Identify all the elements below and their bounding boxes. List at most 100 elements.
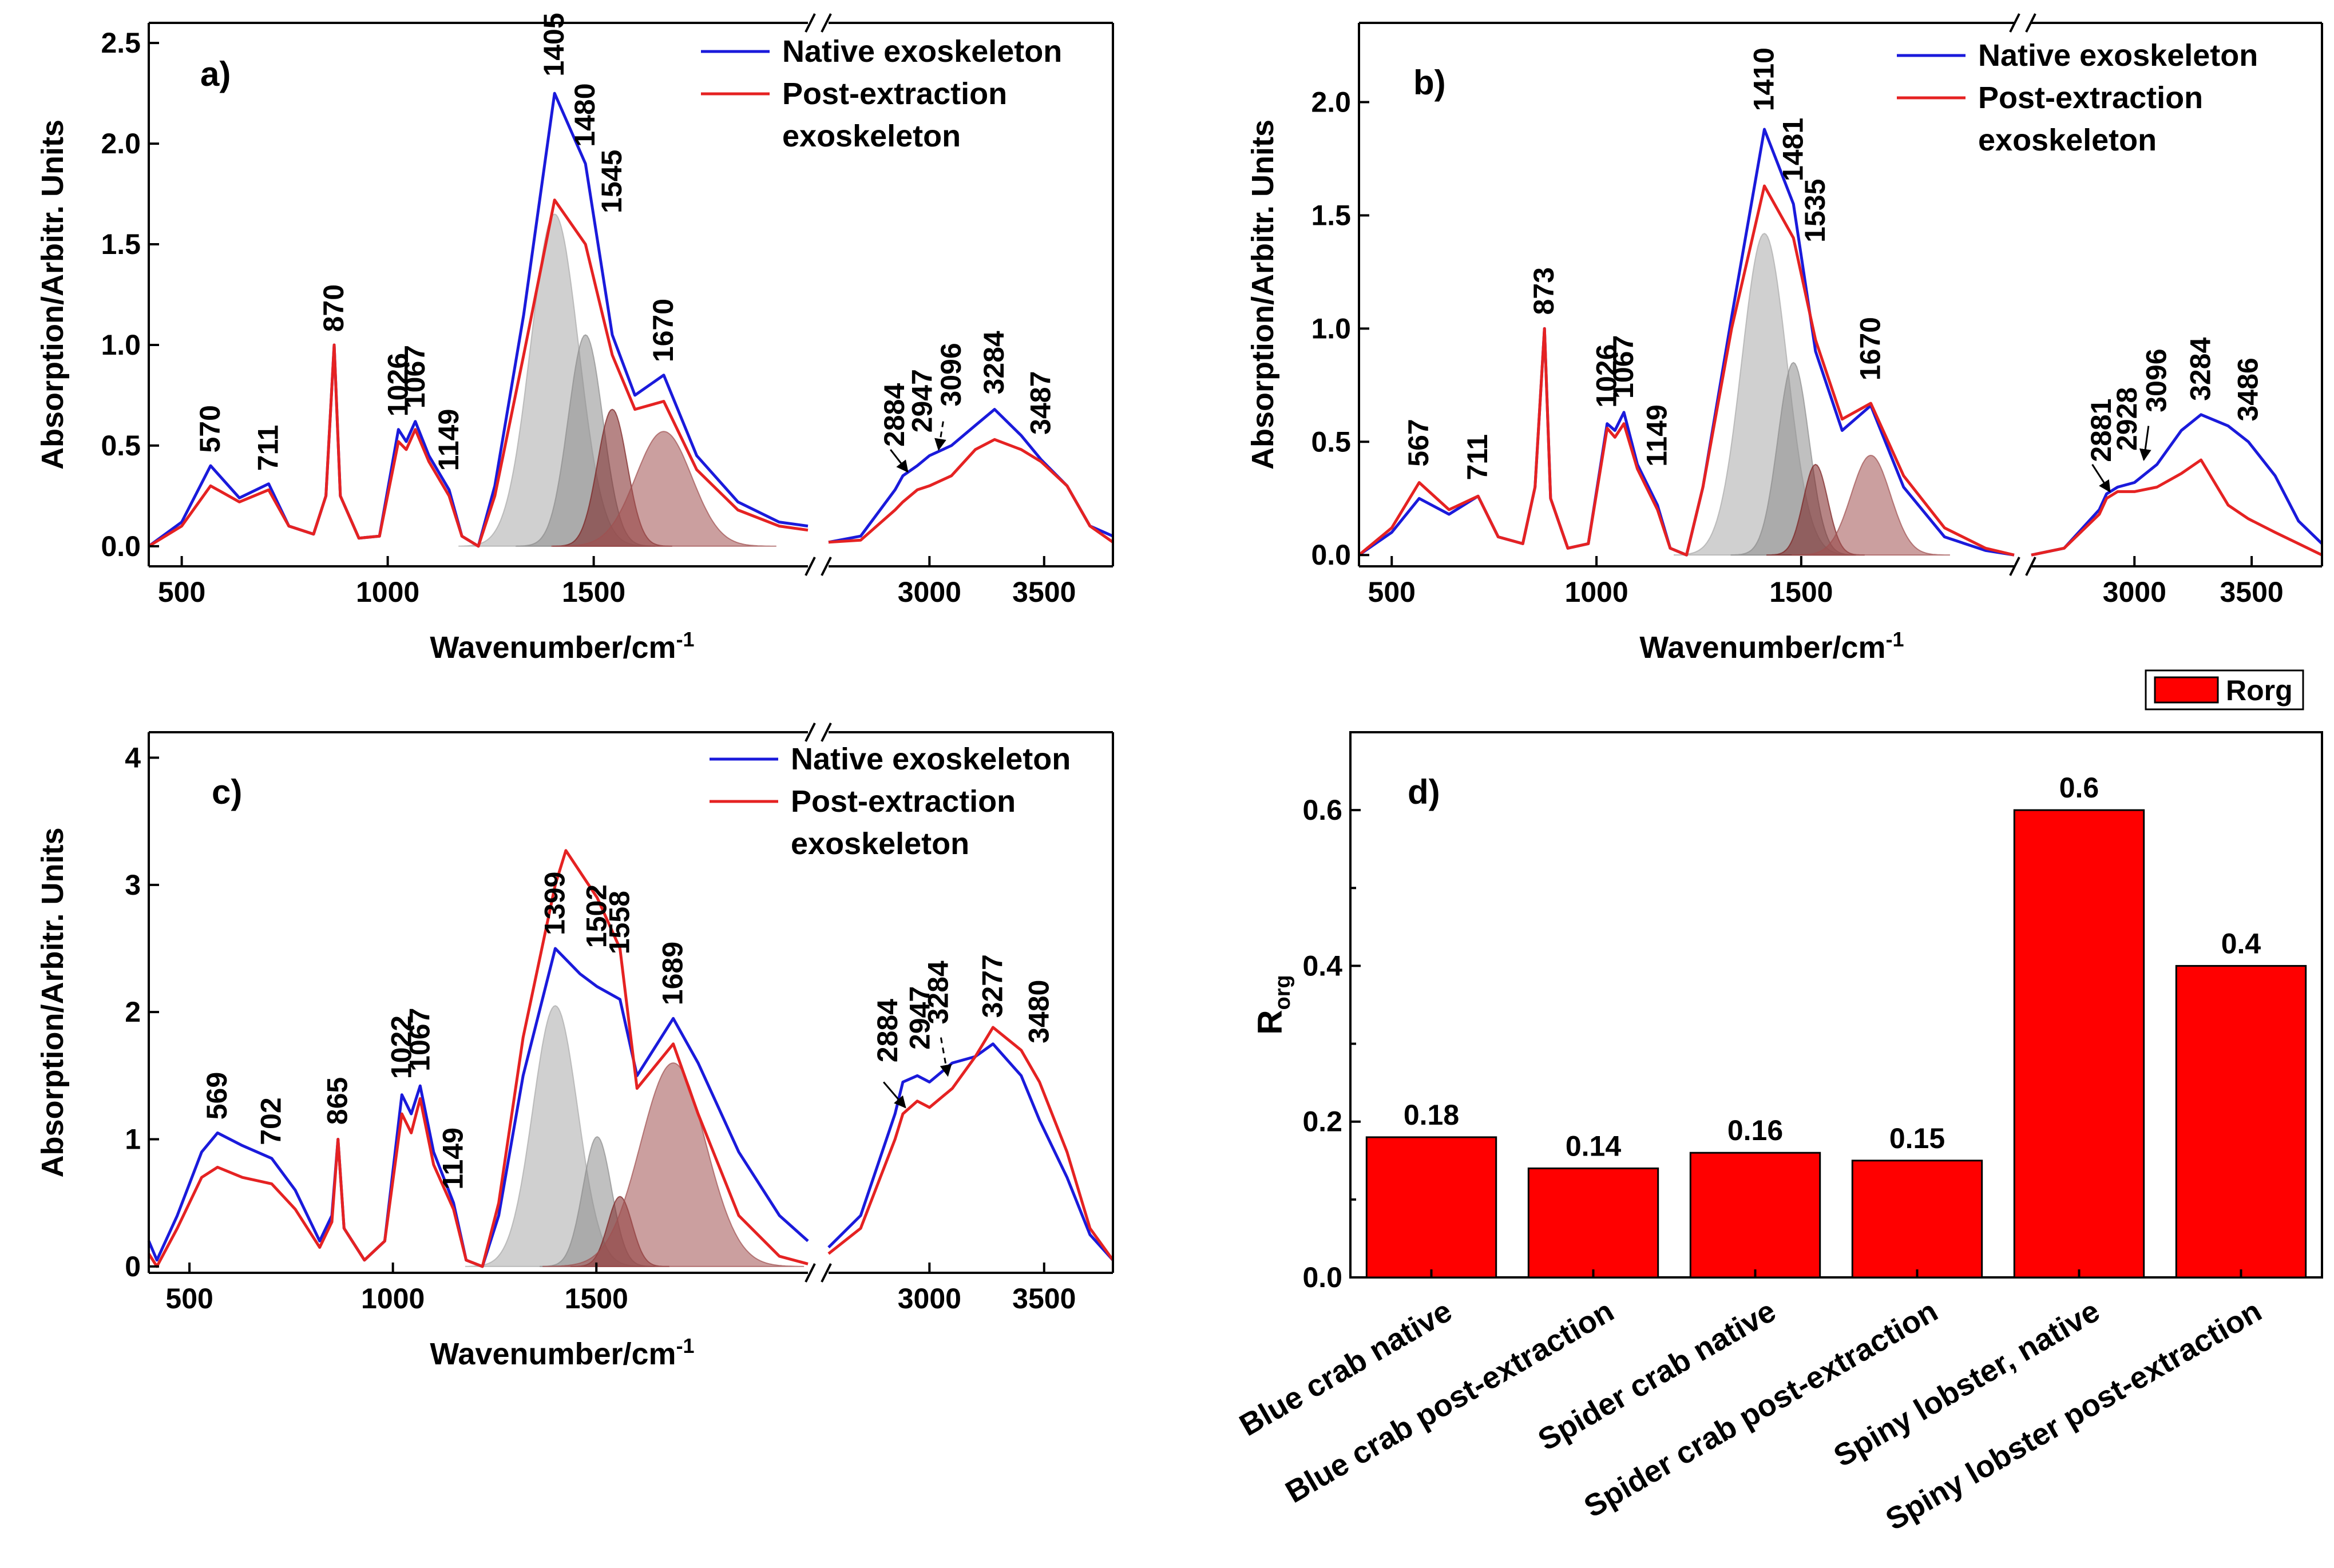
y-axis-title: Rorg [1251, 975, 1295, 1035]
category-label: Spiny lobster, native [1828, 1293, 2106, 1474]
x-tick-label: 500 [165, 1283, 213, 1315]
bar-value-label: 0.15 [1889, 1122, 1945, 1154]
legend-post-label-line2: exoskeleton [791, 827, 969, 861]
y-tick-label: 2.5 [101, 27, 141, 59]
x-axis-title: Wavenumber/cm-1 [430, 628, 694, 665]
legend-native-label: Native exoskeleton [782, 34, 1062, 69]
peak-label-569: 569 [201, 1072, 233, 1120]
annotation-arrow [883, 1081, 906, 1109]
peak-label-1670: 1670 [1854, 317, 1887, 380]
peak-label-3096: 3096 [935, 343, 967, 406]
axis-break-mark [821, 13, 832, 33]
annotation-arrow [940, 1037, 952, 1077]
bar-value-label: 0.16 [1727, 1114, 1783, 1146]
peak-label-1399: 1399 [538, 872, 570, 935]
peak-label-3487: 3487 [1025, 371, 1057, 435]
peak-label-711: 711 [1461, 434, 1493, 481]
bar-2 [1689, 1152, 1821, 1279]
x-axis-title-superscript: -1 [676, 628, 695, 651]
y-tick-label: 0.5 [1311, 426, 1351, 458]
y-tick-label: 0.0 [1302, 1261, 1342, 1293]
x-axis-title: Wavenumber/cm-1 [430, 1334, 694, 1371]
axis-break-mark [805, 557, 816, 576]
x-tick-label: 3000 [898, 1283, 961, 1315]
y-tick-label: 0.6 [1302, 794, 1342, 826]
x-tick-label: 3500 [1012, 1283, 1076, 1315]
x-axis-title-superscript: -1 [676, 1334, 695, 1357]
y-tick-label: 0.2 [1302, 1106, 1342, 1138]
axis-break-mark [821, 557, 832, 576]
peak-label-711: 711 [252, 425, 284, 471]
post-extraction-series-line-high [827, 1026, 1115, 1261]
annotation-arrow [2091, 464, 2111, 493]
legend-post-label: Post-extraction [782, 77, 1007, 111]
bar-3 [1851, 1160, 1983, 1279]
y-tick-label: 0.0 [1311, 539, 1351, 571]
panel-c-spectrum: 0 1 2 3 4 500 1000 1500 3000 3500 Wavenumber/cm-1 A… [35, 723, 1115, 1371]
annotation-arrow [2139, 426, 2151, 462]
y-tick-label: 0 [125, 1251, 141, 1283]
axis-break-mark [2009, 13, 2020, 33]
fit-peak-1689 [542, 1062, 805, 1267]
legend-native-label: Native exoskeleton [1978, 38, 2258, 73]
peak-label-1410: 1410 [1747, 47, 1780, 111]
y-tick-label: 0.0 [101, 530, 141, 562]
bar-4 [2013, 809, 2145, 1279]
peak-label-2928: 2928 [2111, 387, 2143, 451]
annotation-arrow [934, 421, 946, 451]
peak-label-1558: 1558 [603, 891, 635, 954]
x-tick-label: 1000 [356, 576, 419, 608]
y-tick-label: 2 [125, 996, 141, 1028]
peak-label-1480: 1480 [569, 83, 601, 146]
panel-a-spectrum: 0.0 0.5 1.0 1.5 2.0 2.5 500 1000 1500 3000 3500 Wav… [35, 13, 1114, 665]
peak-label-1670: 1670 [647, 299, 679, 362]
annotation-arrow [890, 449, 909, 473]
axis-break-mark [2009, 557, 2020, 576]
y-tick-label: 1.5 [1311, 199, 1351, 231]
y-tick-label: 2.0 [101, 128, 141, 160]
axis-break-mark [805, 1263, 816, 1283]
peak-label-1026: 1026 [1591, 344, 1623, 408]
post-extraction-series-line-low [1358, 184, 2015, 557]
axis-break-mark [805, 723, 816, 742]
post-extraction-series-line-high [2031, 458, 2323, 557]
peak-label-1545: 1545 [596, 150, 628, 213]
peak-label-3486: 3486 [2232, 358, 2264, 421]
peak-label-3284: 3284 [922, 960, 954, 1024]
peak-label-2881: 2881 [2085, 399, 2117, 462]
fit-peak-1670 [551, 431, 776, 547]
peak-label-1067: 1067 [403, 1008, 435, 1071]
peak-label-1689: 1689 [657, 942, 689, 1005]
peak-label-1067: 1067 [399, 345, 431, 408]
peak-label-570: 570 [194, 405, 226, 452]
peak-label-567: 567 [1402, 419, 1435, 466]
peak-label-2884: 2884 [871, 999, 904, 1062]
y-tick-label: 2.0 [1311, 86, 1351, 118]
native-series-line-high [828, 408, 1114, 544]
peak-label-3277: 3277 [976, 954, 1008, 1018]
peak-label-1067: 1067 [1607, 335, 1639, 399]
axis-break-mark [2025, 557, 2036, 576]
y-tick-label: 0.4 [1302, 950, 1342, 982]
legend-label: Rorg [2226, 674, 2293, 706]
axis-break-mark [821, 1263, 832, 1283]
post-extraction-series-line-low [148, 199, 809, 548]
legend-native-label: Native exoskeleton [791, 742, 1071, 776]
peak-label-3284: 3284 [978, 331, 1010, 394]
y-tick-label: 1.5 [101, 228, 141, 260]
x-axis-title-superscript: -1 [1886, 628, 1904, 651]
peak-label-1149: 1149 [1641, 404, 1673, 466]
peak-label-1481: 1481 [1777, 118, 1809, 181]
peak-label-1026: 1026 [382, 353, 414, 416]
legend-post-label-line2: exoskeleton [782, 119, 961, 153]
axis-break-mark [2025, 13, 2036, 33]
peak-label-1022: 1022 [385, 1015, 417, 1079]
peak-label-1149: 1149 [437, 1128, 469, 1189]
bar-value-label: 0.4 [2221, 927, 2261, 959]
peak-label-1149: 1149 [433, 409, 465, 471]
x-tick-label: 1500 [1769, 576, 1833, 608]
x-tick-label: 3500 [2220, 576, 2283, 608]
peak-label-1502: 1502 [581, 884, 613, 948]
legend-post-label-line2: exoskeleton [1978, 123, 2157, 157]
